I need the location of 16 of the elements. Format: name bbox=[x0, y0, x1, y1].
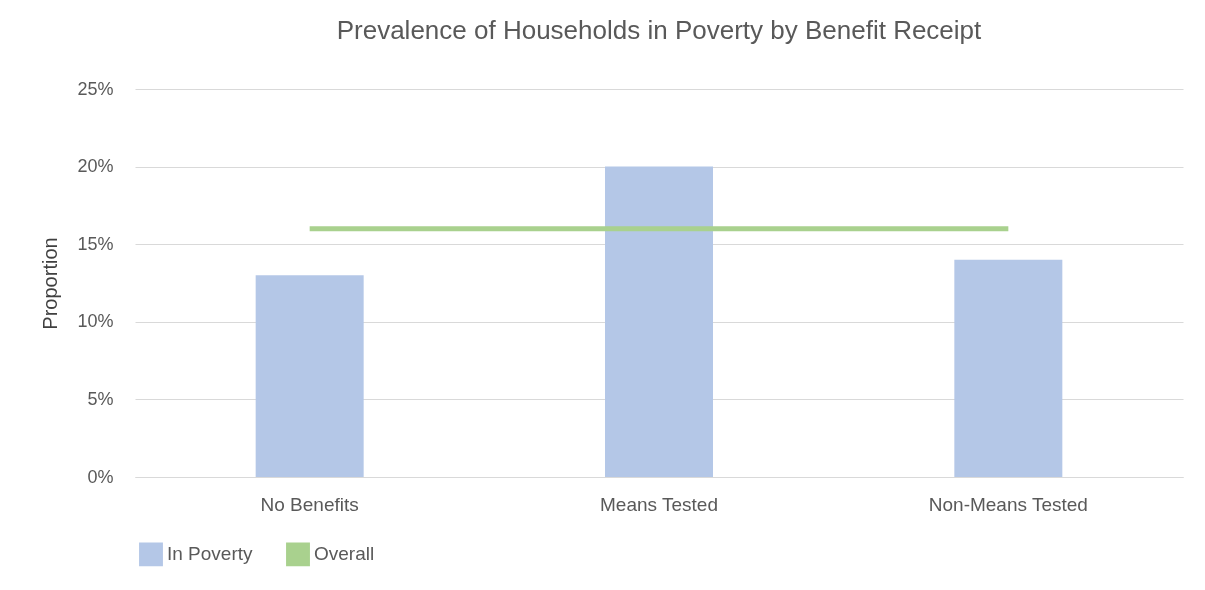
x-tick-label: Means Tested bbox=[600, 493, 718, 515]
y-tick-label: 5% bbox=[87, 388, 114, 409]
y-tick-label: 0% bbox=[87, 466, 114, 487]
x-tick-label: Non-Means Tested bbox=[928, 493, 1088, 515]
bar bbox=[954, 259, 1063, 477]
bar bbox=[255, 275, 364, 477]
chart-title: Prevalence of Households in Poverty by Benefit Receipt bbox=[336, 15, 983, 45]
y-axis-title: Proportion bbox=[39, 237, 62, 330]
y-tick-label: 20% bbox=[77, 156, 114, 177]
legend-label: In Poverty bbox=[167, 543, 254, 565]
legend-label: Overall bbox=[314, 543, 375, 565]
x-tick-label: No Benefits bbox=[260, 493, 359, 515]
y-tick-label: 10% bbox=[77, 311, 114, 332]
y-tick-label: 25% bbox=[77, 78, 114, 99]
bar bbox=[605, 166, 713, 477]
y-tick-label: 15% bbox=[77, 233, 114, 254]
